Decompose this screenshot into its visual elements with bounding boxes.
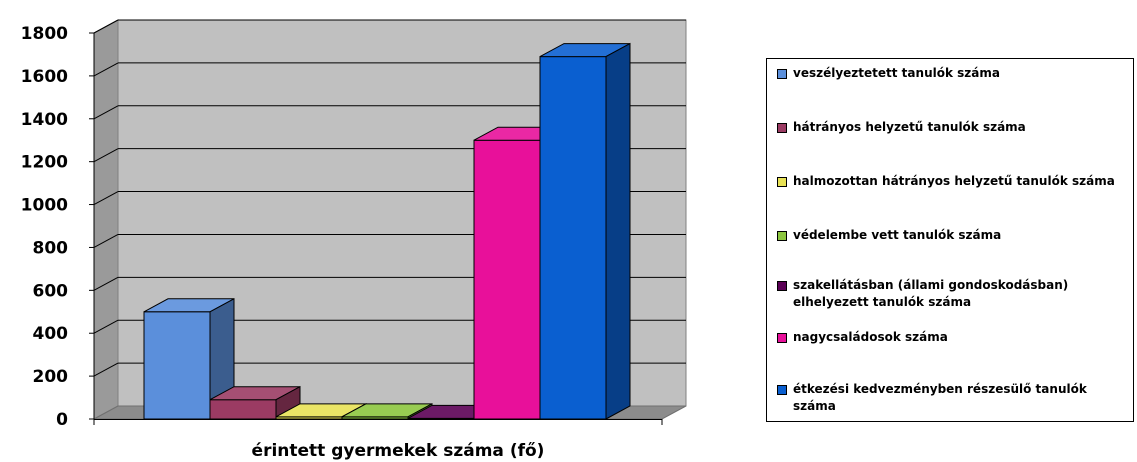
legend-swatch [777, 333, 787, 343]
legend-item: étkezési kedvezményben részesülő tanulók… [777, 381, 1087, 415]
bar-front-face [473, 139, 541, 420]
legend-item: szakellátásban (állami gondoskodásban) e… [777, 277, 1068, 311]
gridline-side [93, 191, 119, 205]
bar [143, 297, 235, 420]
bar-side-face [605, 42, 631, 420]
plot-side-wall [93, 19, 119, 420]
legend-item: védelembe vett tanulók száma [777, 227, 1001, 244]
legend-swatch [777, 177, 787, 187]
legend-swatch [777, 281, 787, 291]
bar-chart: 0 200 400 600 800 1000 1200 1400 1600 1800 érintet… [21, 19, 687, 461]
legend-label: hátrányos helyzetű tanulók száma [793, 120, 1026, 134]
legend-label: szakellátásban (állami gondoskodásban) e… [793, 278, 1069, 309]
legend-item: halmozottan hátrányos helyzetű tanulók s… [777, 173, 1115, 190]
y-tick-label: 1800 [21, 24, 68, 44]
legend-item: veszélyeztetett tanulók száma [777, 65, 1000, 82]
y-tick-label: 1200 [21, 153, 68, 173]
bar-front-face [143, 311, 211, 420]
gridline-side [93, 319, 119, 334]
bar [539, 42, 631, 420]
legend-swatch [777, 69, 787, 79]
legend-label: védelembe vett tanulók száma [793, 228, 1002, 242]
gridline-side [93, 234, 119, 248]
legend-label: étkezési kedvezményben részesülő tanulók… [793, 382, 1087, 413]
legend-label: veszélyeztetett tanulók száma [793, 66, 1000, 80]
gridline-side [93, 62, 119, 77]
gridline-side [93, 276, 119, 291]
y-tick-label: 600 [33, 281, 69, 301]
legend-swatch [777, 231, 787, 241]
bar-front-face [209, 399, 277, 420]
legend-label: nagycsaládosok száma [793, 330, 948, 344]
y-tick-label: 1400 [21, 110, 68, 130]
y-tick-label: 0 [56, 410, 68, 430]
gridline-side [93, 148, 119, 163]
gridline-side [93, 19, 119, 34]
legend-label: halmozottan hátrányos helyzetű tanulók s… [793, 174, 1115, 188]
gridline-side [93, 105, 119, 120]
bar [209, 385, 301, 420]
legend: veszélyeztetett tanulók száma hátrányos h… [766, 58, 1134, 422]
legend-item: nagycsaládosok száma [777, 329, 948, 346]
gridline-side [93, 362, 119, 377]
legend-item: hátrányos helyzetű tanulók száma [777, 119, 1026, 136]
y-tick-label: 200 [33, 367, 69, 387]
x-axis-label: érintett gyermekek száma (fő) [252, 441, 545, 461]
bar-front-face [539, 56, 607, 420]
y-tick-label: 400 [33, 324, 69, 344]
y-tick-label: 1000 [21, 196, 68, 216]
legend-swatch [777, 385, 787, 395]
legend-swatch [777, 123, 787, 133]
y-tick-label: 1600 [21, 67, 68, 87]
y-tick-label: 800 [33, 238, 69, 258]
